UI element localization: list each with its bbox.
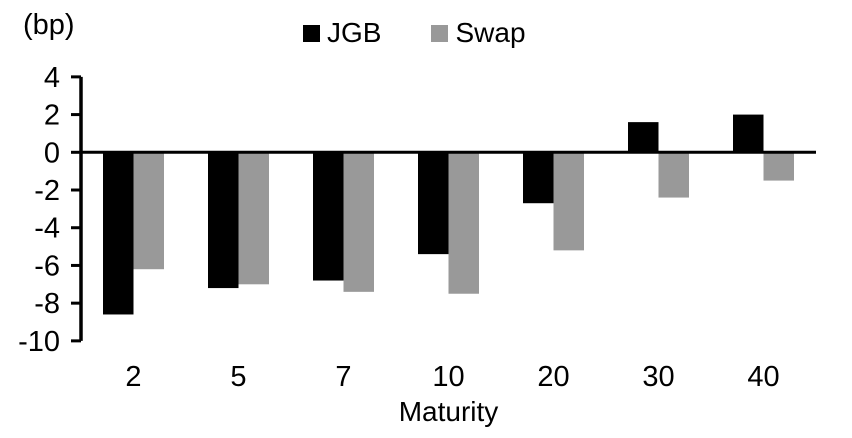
bar-swap-20 [553, 152, 584, 251]
bar-swap-10 [448, 152, 479, 294]
legend-item-swap: Swap [431, 17, 526, 48]
bar-jgb-7 [313, 152, 344, 281]
y-tick-label: 4 [44, 62, 60, 94]
swap-legend-swatch-icon [431, 24, 449, 42]
x-tick-label: 40 [747, 361, 779, 393]
bar-swap-7 [343, 152, 374, 292]
y-tick-label: 0 [44, 137, 60, 169]
jgb-legend-label: JGB [327, 17, 382, 48]
y-tick-label: -4 [34, 213, 60, 245]
x-tick-label: 5 [230, 361, 246, 393]
x-tick-label: 7 [335, 361, 351, 393]
x-tick-label: 10 [432, 361, 464, 393]
y-axis-unit-label: (bp) [23, 9, 75, 41]
legend-item-jgb: JGB [303, 19, 381, 47]
x-tick-label: 30 [642, 361, 674, 393]
bar-jgb-5 [208, 152, 239, 289]
bar-jgb-40 [733, 114, 764, 153]
bar-jgb-2 [103, 152, 134, 315]
jgb-legend-swatch-icon [303, 24, 320, 42]
y-tick-label: -8 [34, 288, 60, 320]
x-axis-title: Maturity [398, 396, 499, 427]
y-tick-label: 2 [44, 100, 60, 132]
y-tick-label: -2 [34, 175, 60, 207]
swap-legend-label: Swap [455, 17, 526, 48]
x-tick-label: 2 [125, 361, 141, 393]
y-tick-label: -10 [18, 326, 60, 358]
x-tick-label: 20 [537, 361, 569, 393]
chart-legend: JGB Swap [303, 19, 526, 47]
bar-jgb-20 [523, 152, 554, 204]
bar-swap-30 [658, 152, 689, 198]
bar-swap-40 [763, 152, 794, 181]
bar-jgb-10 [418, 152, 449, 255]
bar-swap-5 [238, 152, 269, 285]
bar-swap-2 [133, 152, 164, 270]
y-tick-label: -6 [34, 250, 60, 282]
bar-jgb-30 [628, 122, 659, 153]
